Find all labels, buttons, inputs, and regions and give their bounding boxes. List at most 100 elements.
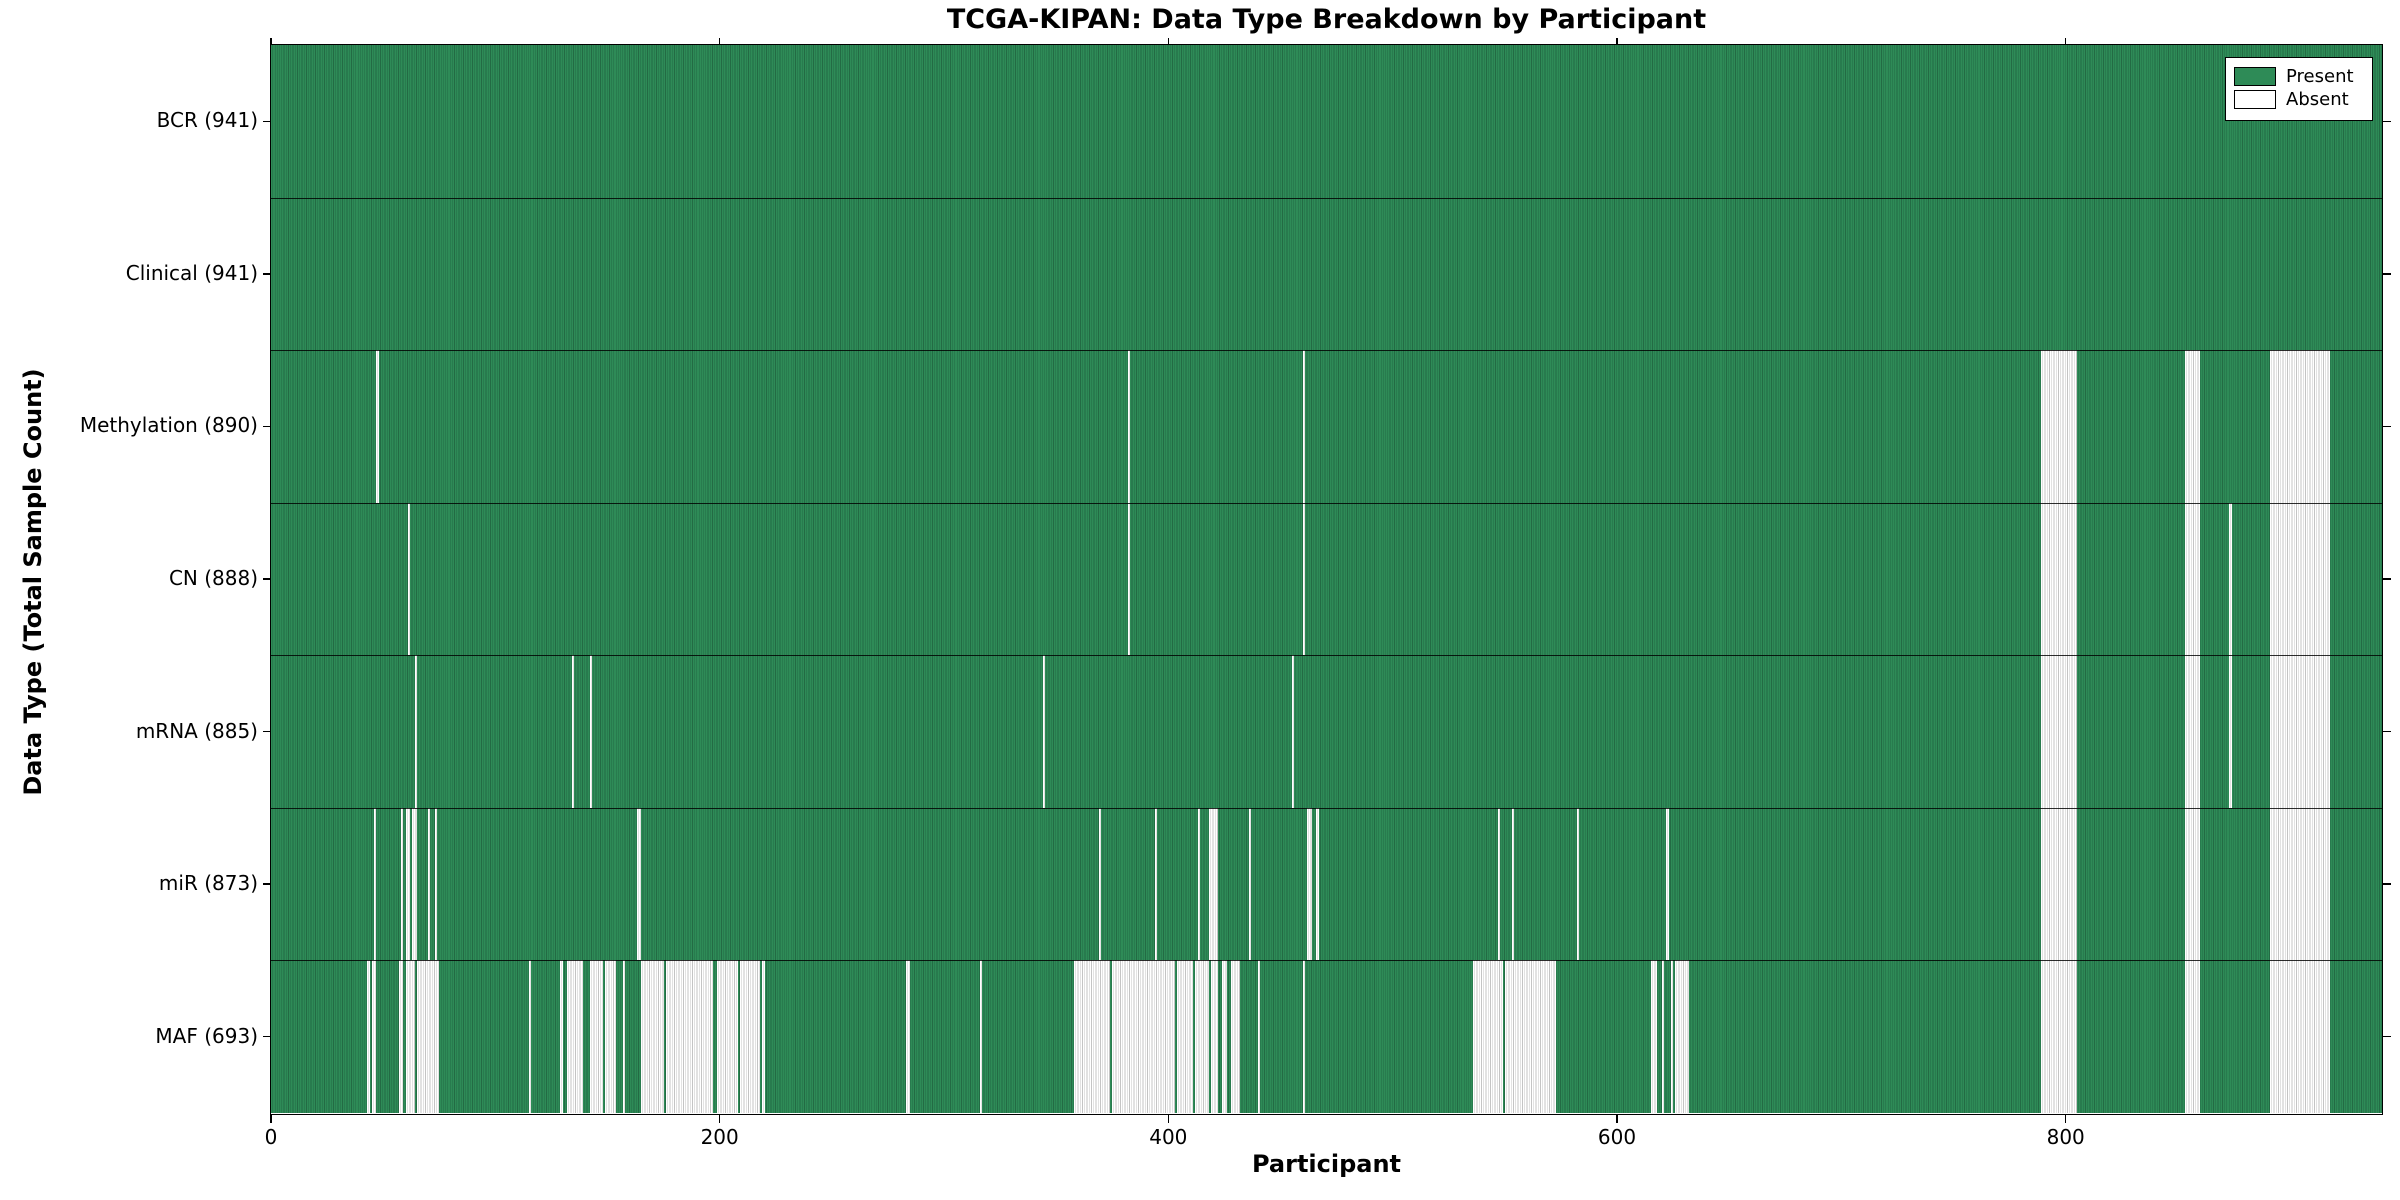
row-track-mrna <box>271 655 2382 808</box>
absent-segment <box>1684 960 1689 1113</box>
x-tick-label: 800 <box>2046 1125 2085 1149</box>
absent-segment <box>1576 807 1579 961</box>
absent-segment <box>2229 655 2232 808</box>
absent-segment <box>1098 807 1102 961</box>
y-tick-mark <box>2383 120 2391 123</box>
absent-segment <box>414 655 417 808</box>
absent-segment <box>623 960 626 1113</box>
absent-segment <box>2269 502 2331 656</box>
absent-segment <box>374 807 377 961</box>
absent-segment <box>1127 502 1131 656</box>
y-tick-mark <box>2383 425 2391 428</box>
y-tick-mark <box>263 425 271 428</box>
absent-segment <box>762 960 765 1113</box>
legend-entry-absent: Absent <box>2234 88 2364 110</box>
chart-title: TCGA-KIPAN: Data Type Breakdown by Parti… <box>946 4 1707 35</box>
absent-segment <box>1511 807 1514 961</box>
absent-segment <box>2041 655 2077 808</box>
absent-segment <box>636 807 642 961</box>
absent-segment <box>405 807 411 961</box>
y-tick-label: Methylation (890) <box>79 413 258 438</box>
absent-segment <box>1302 960 1306 1113</box>
absent-segment <box>2041 960 2077 1113</box>
x-tick-label: 0 <box>264 1125 278 1149</box>
legend-label-present: Present <box>2286 66 2354 87</box>
absent-segment <box>428 807 431 961</box>
absent-segment <box>717 960 738 1113</box>
absent-segment <box>2269 807 2331 961</box>
legend: Present Absent <box>2225 57 2373 121</box>
row-track-clinical <box>271 197 2382 351</box>
absent-segment <box>416 960 440 1113</box>
absent-segment <box>605 960 617 1113</box>
absent-segment <box>405 960 415 1113</box>
absent-segment <box>1222 960 1227 1113</box>
x-tick-label: 600 <box>1597 1125 1637 1149</box>
absent-segment <box>1231 960 1241 1113</box>
absent-segment <box>1661 960 1665 1113</box>
row-separator <box>271 655 2382 657</box>
absent-segment <box>1177 960 1193 1113</box>
absent-segment <box>979 960 983 1113</box>
absent-segment <box>1042 655 1045 808</box>
absent-segment <box>1291 655 1294 808</box>
absent-segment <box>1302 502 1306 656</box>
row-separator <box>271 960 2382 962</box>
x-tick-mark-top <box>2064 38 2067 44</box>
y-tick-mark <box>263 578 271 580</box>
y-tick-mark <box>2383 883 2391 885</box>
y-tick-label: MAF (693) <box>155 1023 258 1048</box>
absent-segment <box>1127 350 1131 503</box>
absent-segment <box>2269 350 2331 503</box>
absent-segment <box>398 960 404 1113</box>
absent-segment <box>2269 960 2331 1113</box>
row-track-mir <box>271 807 2382 961</box>
x-tick-mark-top <box>1167 38 1170 44</box>
absent-segment <box>1197 807 1200 961</box>
y-tick-mark <box>263 120 271 123</box>
absent-segment <box>1504 960 1557 1113</box>
absent-swatch-icon <box>2234 90 2276 110</box>
y-tick-mark <box>2383 730 2391 733</box>
absent-segment <box>1154 807 1158 961</box>
y-tick-label: CN (888) <box>168 566 258 590</box>
absent-segment <box>1074 960 1110 1113</box>
absent-segment <box>1302 350 1306 503</box>
x-tick-mark-top <box>270 38 272 44</box>
absent-segment <box>1249 807 1252 961</box>
absent-segment <box>2041 502 2077 656</box>
absent-segment <box>2269 655 2331 808</box>
y-tick-label: Clinical (941) <box>125 260 258 285</box>
plot-area: Present Absent <box>270 44 2383 1115</box>
y-tick-label: mRNA (885) <box>135 718 258 743</box>
absent-segment <box>665 960 713 1113</box>
x-tick-mark <box>1167 1115 1170 1123</box>
y-tick-mark <box>263 730 271 733</box>
x-tick-mark <box>1616 1115 1618 1123</box>
present-swatch-icon <box>2234 67 2276 87</box>
absent-segment <box>1112 960 1176 1113</box>
absent-segment <box>528 960 532 1113</box>
row-separator <box>271 350 2382 352</box>
absent-segment <box>2041 350 2077 503</box>
absent-segment <box>905 960 911 1113</box>
y-tick-label: BCR (941) <box>156 108 258 133</box>
absent-segment <box>567 960 583 1113</box>
legend-label-absent: Absent <box>2286 88 2349 110</box>
absent-segment <box>571 655 574 808</box>
row-track-methylation <box>271 350 2382 503</box>
absent-segment <box>2184 655 2201 808</box>
y-tick-label: miR (873) <box>158 871 258 896</box>
absent-segment <box>589 655 592 808</box>
absent-segment <box>1210 960 1218 1113</box>
absent-segment <box>1498 807 1501 961</box>
absent-segment <box>376 350 379 503</box>
row-separator <box>271 807 2382 809</box>
y-tick-mark <box>263 1035 271 1038</box>
x-tick-mark-top <box>1616 38 1618 44</box>
x-tick-label: 400 <box>1149 1125 1188 1149</box>
absent-segment <box>2184 960 2201 1113</box>
x-tick-mark <box>718 1115 721 1123</box>
y-tick-mark <box>263 273 271 275</box>
absent-segment <box>1666 807 1669 961</box>
